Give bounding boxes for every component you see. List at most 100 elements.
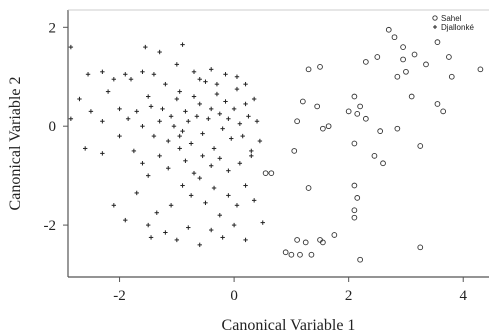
djallonke-point (226, 193, 231, 198)
djallonke-point (217, 156, 222, 161)
x-tick-label: 2 (345, 288, 353, 304)
x-tick-label: 0 (230, 288, 238, 304)
djallonke-point (188, 193, 194, 198)
sahel-point (345, 108, 352, 115)
sahel-point (423, 61, 429, 68)
djallonke-point (168, 114, 174, 119)
sahel-point (351, 207, 358, 214)
djallonke-point (117, 106, 122, 112)
djallonke-point (243, 81, 248, 87)
sahel-point (351, 140, 358, 147)
sahel-point (440, 108, 447, 115)
djallonke-point (226, 116, 231, 121)
djallonke-point (154, 210, 159, 215)
djallonke-point (214, 91, 220, 97)
djallonke-point (140, 161, 145, 166)
sahel-point (403, 68, 409, 75)
djallonke-point (174, 96, 180, 102)
djallonke-point (217, 111, 222, 117)
djallonke-point (200, 153, 205, 159)
djallonke-point (191, 69, 197, 75)
data-points (68, 26, 484, 263)
x-axis-label: Canonical Variable 1 (222, 317, 356, 334)
axis-ticks: -2 0 2 4 -2 0 2 (44, 20, 468, 304)
sahel-point (434, 101, 441, 107)
djallonke-point (223, 99, 228, 104)
djallonke-point (166, 138, 171, 144)
djallonke-point (191, 170, 197, 176)
djallonke-point (151, 133, 157, 139)
djallonke-point (171, 123, 177, 129)
djallonke-point (197, 101, 202, 107)
djallonke-point (226, 168, 231, 173)
djallonke-point (111, 77, 117, 82)
legend-sahel-marker (432, 15, 438, 21)
djallonke-point (105, 89, 111, 94)
sahel-point (320, 125, 326, 132)
djallonke-point (180, 183, 185, 188)
sahel-point (282, 249, 289, 256)
djallonke-point (260, 220, 265, 225)
sahel-point (371, 153, 378, 159)
sahel-point (411, 51, 418, 58)
djallonke-point (166, 166, 171, 171)
djallonke-point (208, 67, 214, 72)
djallonke-point (237, 121, 243, 126)
sahel-point (294, 118, 300, 125)
y-axis-label: Canonical Variable 2 (7, 77, 24, 211)
sahel-point (354, 110, 361, 117)
sahel-point (446, 54, 452, 60)
djallonke-point (123, 72, 128, 77)
sahel-point (434, 39, 441, 45)
sahel-point (408, 93, 415, 100)
djallonke-point (77, 96, 82, 102)
legend-label: Sahel (441, 14, 462, 23)
legend-djallonke-marker (433, 25, 437, 29)
djallonke-point (208, 163, 214, 168)
djallonke-point (223, 72, 228, 77)
djallonke-point (203, 200, 208, 206)
sahel-point (268, 170, 275, 177)
sahel-point (299, 98, 306, 105)
djallonke-point (168, 203, 174, 208)
djallonke-point (177, 89, 182, 94)
djallonke-point (243, 101, 248, 107)
sahel-point (363, 59, 369, 65)
y-tick-label: -2 (44, 218, 57, 234)
djallonke-point (246, 114, 251, 119)
djallonke-point (145, 222, 151, 228)
sahel-point (394, 125, 401, 132)
sahel-point (294, 237, 300, 243)
sahel-point (331, 232, 338, 238)
x-tick-label: -2 (113, 288, 126, 304)
djallonke-point (234, 203, 240, 208)
djallonke-point (197, 242, 202, 248)
y-tick-label: 2 (49, 20, 57, 36)
djallonke-point (188, 141, 194, 146)
legend-label: Djallonké (441, 23, 474, 32)
djallonke-point (237, 161, 243, 166)
djallonke-point (249, 148, 254, 154)
djallonke-point (157, 119, 162, 124)
djallonke-point (186, 119, 191, 124)
sahel-point (380, 160, 386, 167)
djallonke-point (68, 116, 74, 121)
sahel-point (351, 214, 358, 221)
djallonke-point (148, 235, 154, 240)
sahel-point (357, 256, 363, 263)
djallonke-point (208, 106, 214, 112)
djallonke-point (148, 104, 154, 109)
sahel-point (400, 44, 406, 50)
sahel-point (391, 34, 398, 41)
djallonke-point (160, 106, 165, 112)
djallonke-point (229, 136, 234, 141)
djallonke-point (257, 138, 263, 144)
djallonke-point (191, 94, 197, 99)
sahel-point (354, 195, 361, 201)
djallonke-point (231, 222, 237, 228)
sahel-point (314, 103, 321, 110)
djallonke-point (174, 237, 180, 243)
sahel-point (317, 64, 323, 70)
